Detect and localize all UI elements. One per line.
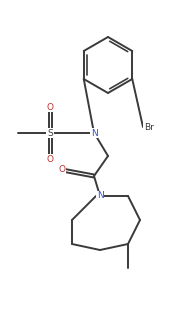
Text: O: O: [47, 155, 54, 163]
Text: O: O: [58, 165, 65, 175]
Text: Br: Br: [144, 122, 154, 132]
Text: N: N: [91, 128, 97, 137]
Text: S: S: [47, 128, 53, 137]
Text: O: O: [47, 102, 54, 112]
Text: N: N: [97, 191, 103, 201]
